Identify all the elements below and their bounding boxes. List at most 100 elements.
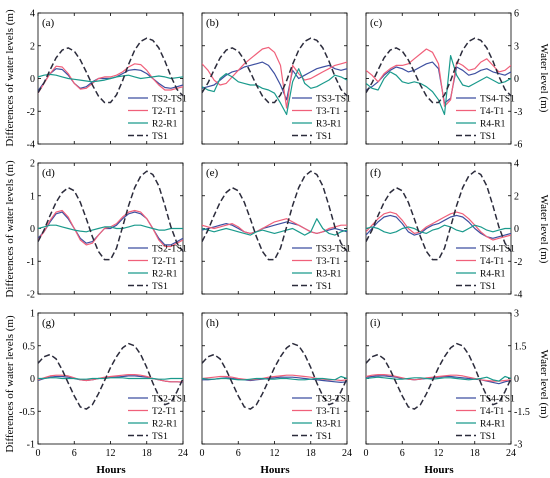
series-group [366,170,511,261]
panel-f: -4 -2 0 2 4 (f) TS4-TS1 T4-T1 R4-R1 TS1 [365,159,522,301]
y-tick-label: 1 [30,191,35,202]
panel-a: -4 -2 0 2 4 (a) TS2-TS1 T2-T1 R2-R1 TS1 [27,9,187,151]
legend-entry: TS4-TS1 [480,95,515,105]
series-group [202,37,347,116]
panel-g: 0 6 12 18 24-1-0.500.51(g)TS2-TS1T2-T1R2-R1T… [19,309,188,460]
x-tick-label: 12 [106,448,116,459]
series-line-r2-r1 [38,73,183,83]
x-axis-label-2: Hours [260,464,290,476]
series-group [38,170,183,261]
panel-d: -2 -1 0 1 2 (d) TS2-TS1 T2-T1 R2-R1 TS1 [27,159,187,301]
series-group [38,342,183,410]
y-tick-label: -0.5 [19,407,35,418]
x-tick-label: 0 [36,448,41,459]
series-line-ts1 [366,342,511,410]
x-axis-label-3: Hours [424,464,454,476]
legend: TS3-TS1 T3-T1 R3-R1 TS1 [292,245,351,292]
x-tick-label: 12 [434,448,444,459]
x-tick-label: 18 [306,448,316,459]
legend-entry: TS1 [152,432,168,442]
y2-tick-label: 3 [514,309,519,320]
series-line-ts3-ts1 [202,376,347,383]
legend-entry: T3-T1 [316,257,341,267]
y-tick-label: -1 [27,440,35,451]
panel-label: (d) [42,167,55,179]
panel-label: (b) [206,17,219,29]
series-line-r3-r1 [202,68,347,116]
y2-tick-label: -1.5 [514,407,530,418]
y2-tick-label: 3 [514,41,519,52]
series-line-ts1 [366,170,511,261]
series-group [366,37,511,116]
legend-entry: T2-T1 [152,407,177,417]
x-tick-label: 6 [400,448,405,459]
panel-h: 0 6 12 18 24 (h) TS3-TS1 T3-T1 R3-R1 TS1 [200,312,352,459]
legend-entry: TS3-TS1 [316,395,351,405]
series-line-r2-r1 [38,377,183,380]
series-line-r4-r1 [366,224,511,234]
legend-entry: R3-R1 [316,270,342,280]
legend-entry: T4-T1 [480,407,505,417]
series-line-t4-t1 [366,48,511,107]
y2-tick-label: 0 [514,74,519,85]
y-tick-label: -1 [27,257,35,268]
y-tick-label: 0 [30,74,35,85]
legend-entry: TS2-TS1 [152,395,187,405]
series-line-t3-t1 [202,46,347,109]
legend-entry: TS1 [316,282,332,292]
x-tick-label: 24 [342,448,352,459]
series-line-ts1 [202,342,347,410]
panel-label: (i) [370,317,381,329]
legend-entry: R4-R1 [480,420,506,430]
y-tick-label: 0 [30,374,35,385]
x-tick-label: 24 [506,448,516,459]
legend: TS4-TS1 T4-T1 R4-R1 TS1 [456,395,515,442]
legend: TS2-TS1 T2-T1 R2-R1 TS1 [128,245,187,292]
legend-entry: TS3-TS1 [316,245,351,255]
y2-tick-label: 1.5 [514,341,527,352]
y-tick-label: 2 [30,41,35,52]
y2-tick-label: -3 [514,440,522,451]
series-line-r4-r1 [366,375,511,382]
series-line-r2-r1 [38,224,183,233]
y-axis-label-right-top: Water level (m) [538,44,550,113]
panel-b: (b) TS3-TS1 T3-T1 R3-R1 TS1 [201,12,351,145]
x-tick-label: 0 [200,448,205,459]
legend-entry: TS1 [480,132,496,142]
legend-entry: TS1 [316,132,332,142]
y-tick-label: 1 [30,309,35,320]
legend-entry: TS1 [152,282,168,292]
series-line-t4-t1 [366,374,511,382]
panels-group: -4-2024(a)TS2-TS1T2-T1R2-R1TS1(b)TS3-TS1… [19,9,530,460]
panel-label: (e) [206,167,219,179]
legend-entry: R3-R1 [316,420,342,430]
y-tick-label: -4 [27,140,35,151]
legend-entry: T3-T1 [316,107,341,117]
legend-entry: T3-T1 [316,407,341,417]
series-line-t3-t1 [202,374,347,382]
legend-entry: T2-T1 [152,107,177,117]
legend-entry: R2-R1 [152,120,178,130]
legend: TS4-TS1 T4-T1 R4-R1 TS1 [456,95,515,142]
series-line-ts1 [38,170,183,261]
legend: TS2-TS1 T2-T1 R2-R1 TS1 [128,95,187,142]
panel-label: (h) [206,317,219,329]
series-line-ts1 [38,37,183,104]
series-line-ts4-ts1 [366,61,511,104]
legend: TS3-TS1 T3-T1 R3-R1 TS1 [292,395,351,442]
y-axis-label-left-bottom: Differences of water levels (m) [4,315,16,453]
legend: TS4-TS1 T4-T1 R4-R1 TS1 [456,245,515,292]
series-line-t2-t1 [38,63,183,94]
panel-i: 0 6 12 18 24-3-1.501.53(i)TS4-TS1T4-T1R4-R1T… [364,309,530,460]
series-line-t3-t1 [202,218,347,234]
y-axis-label-left-middle: Differences of water levels (m) [4,160,16,298]
legend: TS3-TS1 T3-T1 R3-R1 TS1 [292,95,351,142]
y2-tick-label: -4 [514,290,522,301]
legend: TS2-TS1 T2-T1 R2-R1 TS1 [128,395,187,442]
y-tick-label: 0 [30,224,35,235]
legend-entry: T4-T1 [480,107,505,117]
x-tick-label: 0 [364,448,369,459]
x-tick-label: 18 [470,448,480,459]
y2-tick-label: 0 [514,374,519,385]
legend-entry: TS2-TS1 [152,245,187,255]
